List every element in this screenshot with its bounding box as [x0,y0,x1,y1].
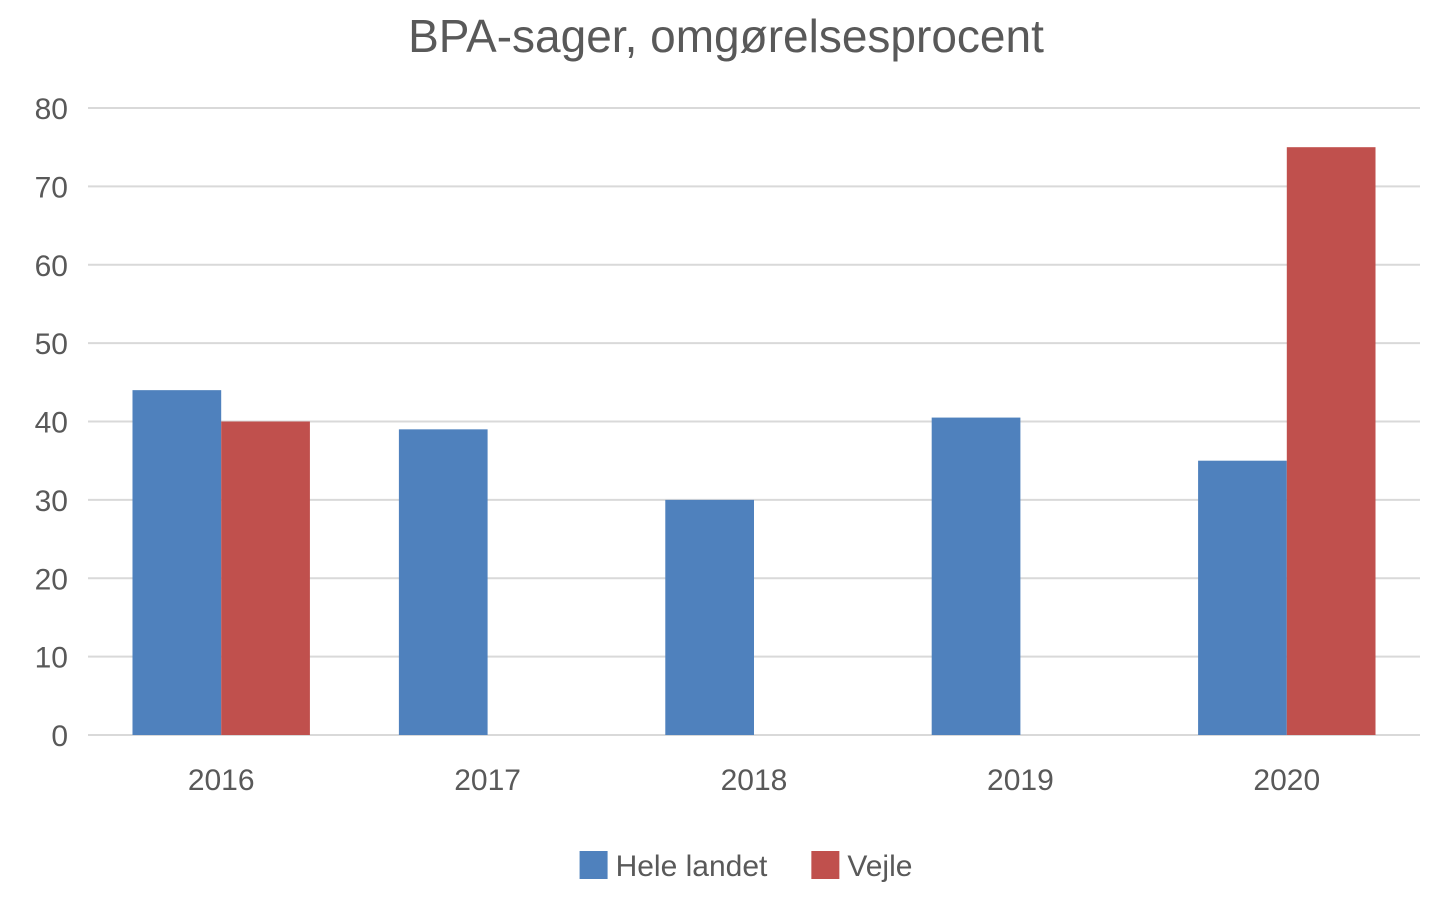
y-axis-ticks: 0 10 20 30 40 50 60 70 80 [35,93,68,753]
x-axis-ticks: 2016 2017 2018 2019 2020 [188,764,1320,797]
x-tick-label: 2018 [721,764,788,797]
bar-hele-landet-2019 [931,417,1021,735]
y-tick-label: 70 [35,171,68,204]
legend-label: Vejle [847,850,912,883]
bar-hele-landet-2017 [398,429,488,735]
legend: Hele landet Vejle [579,850,912,883]
bar-vejle-2016 [221,421,310,735]
bar-hele-landet-2018 [665,499,754,736]
x-tick-label: 2016 [188,764,255,797]
y-tick-label: 10 [35,642,68,675]
x-tick-label: 2019 [987,764,1054,797]
y-tick-label: 0 [51,720,68,753]
y-tick-label: 20 [35,563,68,596]
x-tick-label: 2017 [454,764,521,797]
y-tick-label: 40 [35,407,68,440]
y-tick-label: 60 [35,250,68,283]
bar-hele-landet-2020 [1198,460,1287,735]
chart-title: BPA-sager, omgørelsesprocent [408,10,1044,62]
y-tick-label: 50 [35,328,68,361]
x-tick-label: 2020 [1253,764,1320,797]
legend-label: Hele landet [616,850,768,883]
bar-vejle-2020 [1286,147,1376,735]
gridlines [88,107,1420,736]
bars [132,147,1376,736]
legend-swatch [579,851,608,879]
legend-swatch [811,851,840,879]
bar-hele-landet-2016 [132,390,222,735]
y-tick-label: 30 [35,485,68,518]
y-tick-label: 80 [35,93,68,126]
